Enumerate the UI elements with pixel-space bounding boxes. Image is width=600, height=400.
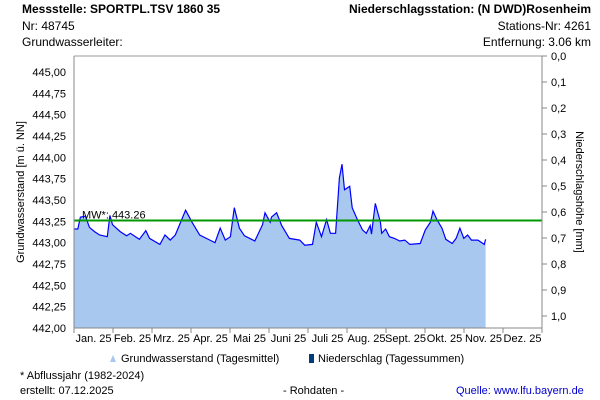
mean-label: MW*: 443.26 <box>82 209 146 221</box>
y2-tick-label: 0,3 <box>551 129 566 141</box>
y2-tick-label: 0,0 <box>551 51 566 63</box>
y2-tick-label: 0,7 <box>551 233 566 245</box>
y2-axis-title: Niederschlagshöhe [mm] <box>573 131 585 253</box>
month-label: Aug. 25 <box>348 333 386 345</box>
y-tick-label: 444,50 <box>32 110 66 122</box>
station-title: Messstelle: SPORTPL.TSV 1860 35 <box>22 2 221 16</box>
month-label: Dez. 25 <box>504 333 542 345</box>
precip-station-nr: Stations-Nr: 4261 <box>497 19 591 33</box>
legend-groundwater: Grundwasserstand (Tagesmittel) <box>121 353 279 365</box>
y-tick-label: 444,75 <box>32 88 66 100</box>
y2-tick-label: 0,4 <box>551 155 566 167</box>
legend-area-icon <box>110 355 116 362</box>
y2-tick-label: 1,0 <box>551 311 566 323</box>
y2-tick-label: 0,5 <box>551 181 566 193</box>
groundwater-line <box>74 164 487 246</box>
y-tick-label: 443,50 <box>32 195 66 207</box>
raw-data-note: - Rohdaten - <box>283 385 345 397</box>
footnote: * Abflussjahr (1982-2024) <box>20 370 145 382</box>
month-label: Mrz. 25 <box>153 333 190 345</box>
y-axis-title: Grundwasserstand [m ü. NN] <box>15 121 27 263</box>
source: Quelle: www.lfu.bayern.de <box>456 385 584 397</box>
y2-tick-label: 0,8 <box>551 259 566 271</box>
month-label: Juni 25 <box>271 333 306 345</box>
y-tick-label: 444,25 <box>32 131 66 143</box>
source-link[interactable]: www.lfu.bayern.de <box>493 385 584 397</box>
y-tick-label: 444,00 <box>32 152 66 164</box>
month-label: Juli 25 <box>312 333 344 345</box>
y-tick-label: 442,75 <box>32 259 66 271</box>
y2-tick-label: 0,9 <box>551 285 566 297</box>
y-tick-label: 442,50 <box>32 280 66 292</box>
groundwater-area <box>74 164 486 328</box>
month-label: Sept. 25 <box>385 333 426 345</box>
month-label: Nov. 25 <box>465 333 502 345</box>
y2-tick-label: 0,2 <box>551 103 566 115</box>
y-tick-label: 443,75 <box>32 174 66 186</box>
month-label: Jan. 25 <box>75 333 111 345</box>
y2-tick-label: 0,1 <box>551 77 566 89</box>
y-tick-label: 443,25 <box>32 216 66 228</box>
station-nr: Nr: 48745 <box>22 19 75 33</box>
y-tick-label: 445,00 <box>32 67 66 79</box>
y-tick-label: 443,00 <box>32 238 66 250</box>
precip-station: Niederschlagsstation: (N DWD)Rosenheim <box>348 2 591 16</box>
source-label: Quelle: <box>456 385 491 397</box>
created-date: erstellt: 07.12.2025 <box>20 385 114 397</box>
y2-tick-label: 0,6 <box>551 207 566 219</box>
y-tick-label: 442,25 <box>32 302 66 314</box>
month-label: Okt. 25 <box>427 333 462 345</box>
legend-precipitation: Niederschlag (Tagessummen) <box>318 353 464 365</box>
y-tick-label: 442,00 <box>32 323 66 335</box>
legend-precip-icon <box>309 354 314 363</box>
aquifer: Grundwasserleiter: <box>22 35 123 49</box>
month-label: Apr. 25 <box>193 333 228 345</box>
distance: Entfernung: 3.06 km <box>482 35 591 49</box>
month-label: Feb. 25 <box>114 333 151 345</box>
month-label: Mai 25 <box>233 333 266 345</box>
